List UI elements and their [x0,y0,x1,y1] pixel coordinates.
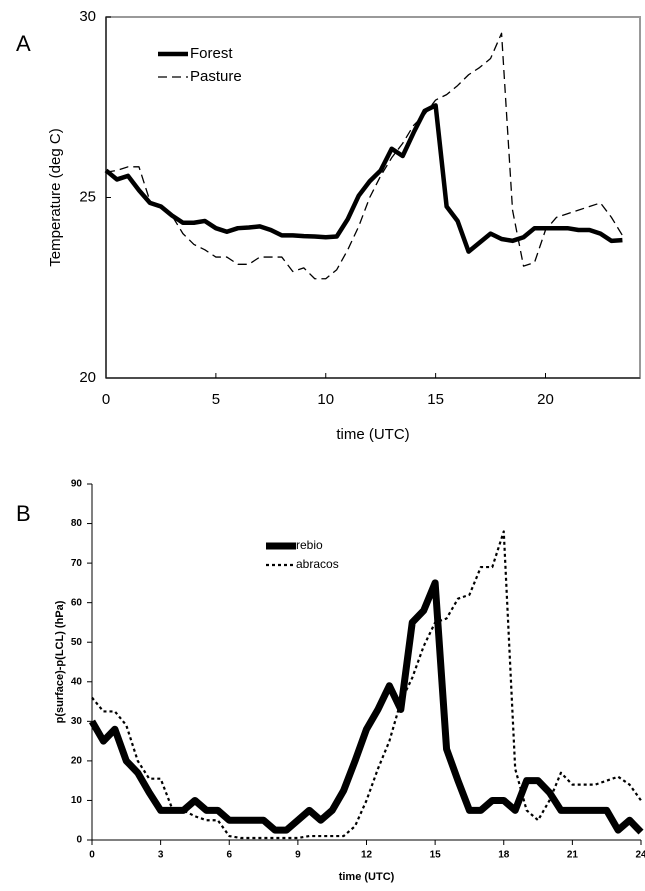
y-tick-label: 30 [71,716,83,727]
y-tick-label: 40 [71,676,83,687]
x-tick-label: 9 [295,850,301,861]
x-tick-label: 10 [317,391,334,408]
y-tick-label: 30 [79,8,96,25]
y-tick-label: 90 [71,479,83,490]
y-tick-label: 20 [71,756,83,767]
x-tick-label: 15 [430,850,442,861]
x-tick-label: 12 [361,850,373,861]
series-line [104,103,623,254]
x-axis-label: time (UTC) [339,871,395,883]
x-tick-label: 0 [102,391,110,408]
x-tick-label: 6 [226,850,232,861]
y-tick-label: 80 [71,518,83,529]
x-tick-label: 3 [158,850,164,861]
y-tick-label: 70 [71,558,83,569]
legend-label: Pasture [190,68,242,85]
x-tick-label: 18 [498,850,510,861]
x-tick-label: 5 [212,391,220,408]
y-axis-label: p(surface)-p(LCL) (hPa) [54,600,66,723]
x-tick-label: 24 [635,850,645,861]
y-tick-label: 20 [79,369,96,386]
x-tick-label: 21 [567,850,579,861]
series-line [105,32,623,280]
y-axis-label: Temperature (deg C) [47,128,64,266]
y-tick-label: 10 [71,795,83,806]
x-tick-label: 15 [427,391,444,408]
y-tick-label: 50 [71,637,83,648]
y-tick-label: 0 [76,835,82,846]
panel-label: B [16,501,31,526]
legend-label: abracos [296,557,339,571]
x-axis-label: time (UTC) [336,426,409,443]
y-tick-label: 60 [71,597,83,608]
x-tick-label: 20 [537,391,554,408]
legend-label: rebio [296,538,323,552]
x-tick-label: 0 [89,850,95,861]
y-tick-label: 25 [79,188,96,205]
series-line [91,530,642,840]
plot-frame [105,16,641,379]
series-line [88,579,644,835]
legend-label: Forest [190,45,233,62]
panel-label: A [16,31,31,56]
